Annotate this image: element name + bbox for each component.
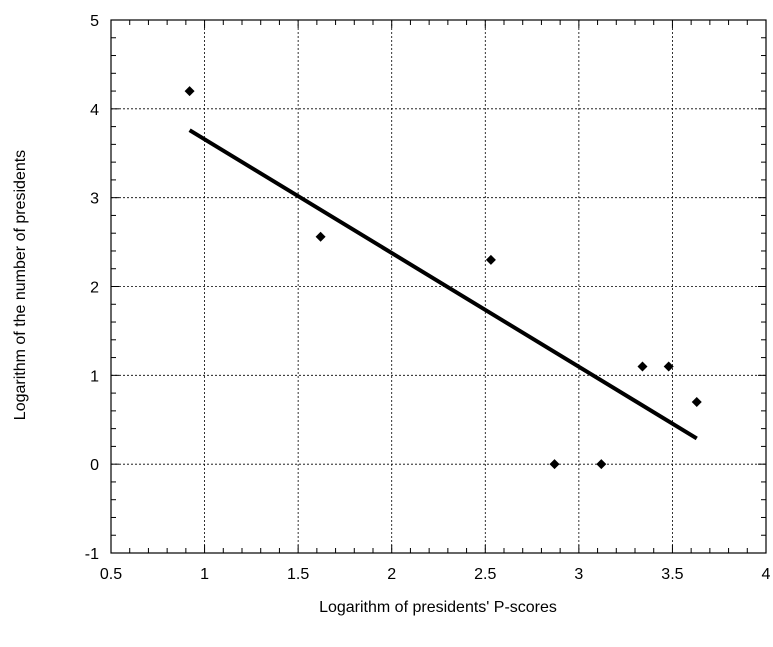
y-tick-label: 5 (90, 13, 99, 30)
data-points (184, 86, 702, 470)
x-tick-label: 4 (762, 566, 771, 583)
y-tick-label: 3 (90, 191, 99, 208)
x-tick-label: 2.5 (474, 566, 496, 583)
y-tick-label: 1 (90, 368, 99, 385)
y-tick-label: 0 (90, 457, 99, 474)
x-tick-label: 2 (387, 566, 396, 583)
x-axis-title: Logarithm of presidents' P-scores (319, 599, 557, 616)
data-point (549, 459, 560, 470)
data-point (637, 361, 648, 372)
data-point (691, 396, 702, 407)
x-tick-label: 1.5 (287, 566, 309, 583)
data-point (596, 459, 607, 470)
plot-frame (110, 19, 767, 554)
trendline (188, 128, 698, 441)
data-point (485, 254, 496, 265)
y-tick-label: 2 (90, 280, 99, 297)
data-point (663, 361, 674, 372)
x-tick-label: 0.5 (100, 566, 122, 583)
y-tick-label: -1 (85, 546, 99, 563)
tick-labels: 0.5 1 1.5 2 2.5 3 3.5 4 -1 0 1 2 3 4 5 (85, 13, 771, 583)
data-point (315, 231, 326, 242)
y-tick-label: 4 (90, 102, 99, 119)
grid-lines (111, 20, 766, 553)
x-tick-label: 3.5 (661, 566, 683, 583)
trendline-layer (188, 128, 698, 441)
data-point (184, 86, 195, 97)
y-axis-title: Logarithm of the number of presidents (12, 150, 29, 420)
x-tick-label: 1 (200, 566, 209, 583)
x-tick-label: 3 (574, 566, 583, 583)
